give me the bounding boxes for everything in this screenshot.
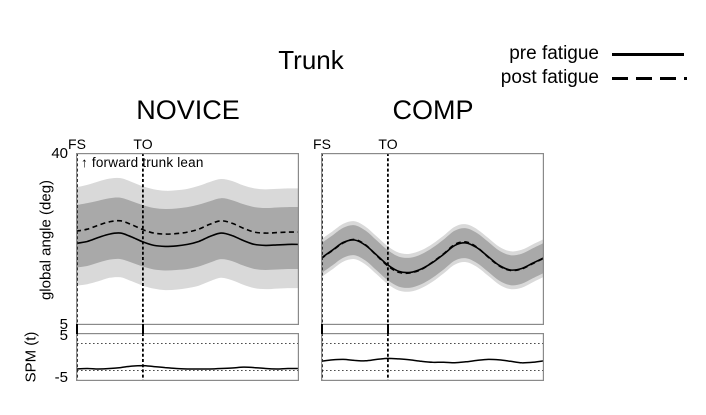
legend-item-post-fatigue: post fatigue [487,66,687,90]
to-event-line-connector [142,324,144,334]
legend: pre fatigue post fatigue [487,42,687,90]
spm-y-axis-label: SPM (t) [22,331,40,383]
ytick-spm-top: 5 [59,327,68,344]
comp-panel-title: COMP [392,95,474,125]
ytick-main-top: 40 [51,145,68,162]
main-y-axis-label: global angle (deg) [37,179,55,301]
comp-fs-label: FS [313,136,331,152]
ytick-spm-bottom: -5 [54,369,68,386]
novice-to-label: TO [133,136,153,152]
fs-event-line-connector [321,324,323,334]
fs-event-line-connector [76,324,78,334]
comp-spm-chart [321,333,544,381]
novice-spm-chart [76,333,299,381]
to-event-line-connector [387,324,389,334]
figure-title: Trunk [278,45,344,75]
solid-line-sample-icon [612,52,684,56]
ytick-main-bottom: 5 [59,316,68,333]
comp-to-label: TO [378,136,398,152]
legend-label-post-fatigue: post fatigue [500,67,599,88]
novice-fs-label: FS [68,136,86,152]
legend-label-pre-fatigue: pre fatigue [509,43,599,64]
novice-panel-title: NOVICE [136,95,240,125]
forward-trunk-lean-annotation: ↑ forward trunk lean [81,155,204,170]
legend-item-pre-fatigue: pre fatigue [487,42,687,66]
comp-main-chart [321,153,544,325]
novice-main-chart [76,153,299,325]
dashed-line-sample-icon [612,76,687,80]
